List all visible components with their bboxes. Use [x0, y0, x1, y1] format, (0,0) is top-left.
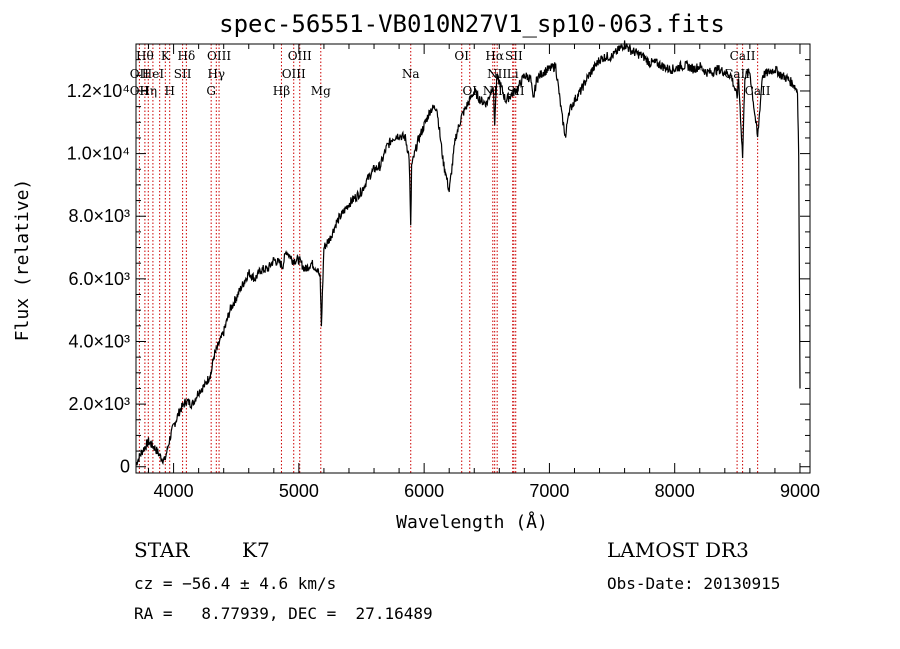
- x-tick-label-1: 5000: [279, 481, 319, 501]
- survey-name: LAMOST DR3: [607, 538, 749, 562]
- line-label-r3-4: Hβ: [273, 84, 290, 98]
- x-tick-label-2: 6000: [404, 481, 444, 501]
- line-label-r1-3: OIII: [207, 49, 231, 63]
- x-tick-label-3: 7000: [529, 481, 569, 501]
- line-label-r1-6: Hα: [485, 49, 504, 63]
- y-axis-ticks: 0 2.0×10³ 4.0×10³ 6.0×10³ 8.0×10³ 1.0×10⁴ 1.2×…: [67, 59, 810, 477]
- line-label-r2-1: HeI: [142, 67, 165, 81]
- line-label-r2-0: OII: [130, 67, 150, 81]
- line-label-r3-3: G: [206, 84, 216, 98]
- line-label-r3-1: Hη: [139, 84, 157, 98]
- x-axis-label: Wavelength (Å): [396, 511, 548, 533]
- chart-title: spec-56551-VB010N27V1_sp10-063.fits: [219, 10, 725, 38]
- x-tick-label-0: 4000: [154, 481, 194, 501]
- line-label-r2-3: Hγ: [207, 67, 225, 81]
- y-tick-label-5: 1.0×10⁴: [67, 144, 130, 164]
- line-label-r3-9: CaII: [745, 84, 771, 98]
- y-tick-label-1: 2.0×10³: [68, 394, 130, 414]
- line-label-r2-2: SII: [174, 67, 192, 81]
- y-tick-label-0: 0: [120, 457, 130, 477]
- line-label-r2-7: Li: [507, 67, 519, 81]
- observation-date: Obs-Date: 20130915: [607, 574, 781, 593]
- line-label-r1-1: K: [161, 49, 171, 63]
- y-axis-label: Flux (relative): [12, 179, 33, 342]
- x-tick-label-5: 9000: [780, 481, 820, 501]
- object-class: STAR: [134, 538, 190, 562]
- x-tick-label-4: 8000: [655, 481, 695, 501]
- y-tick-label-4: 8.0×10³: [68, 206, 130, 226]
- plot-frame: [135, 43, 811, 474]
- line-label-r2-4: OIII: [282, 67, 306, 81]
- line-label-r2-8: CaII: [724, 67, 750, 81]
- line-label-r1-2: Hδ: [178, 49, 196, 63]
- x-axis-ticks: 4000 5000 6000 7000 8000 9000: [148, 44, 820, 501]
- plot-border: [135, 43, 811, 474]
- line-label-r1-8: CaII: [730, 49, 756, 63]
- line-label-r3-2: H: [164, 84, 174, 98]
- line-label-r3-5: Mg: [311, 84, 331, 98]
- line-label-r1-4: OIII: [288, 49, 312, 63]
- radial-velocity: cz = −56.4 ± 4.6 km/s: [134, 574, 337, 593]
- emission-lines-group: [138, 44, 759, 473]
- line-label-r1-7: SII: [505, 49, 523, 63]
- y-tick-label-6: 1.2×10⁴: [67, 81, 130, 101]
- coordinates: RA = 8.77939, DEC = 27.16489: [134, 604, 433, 623]
- y-tick-label-2: 4.0×10³: [68, 331, 130, 351]
- line-label-r1-5: OI: [454, 49, 469, 63]
- line-label-r2-5: Na: [402, 67, 420, 81]
- y-tick-label-3: 6.0×10³: [68, 269, 130, 289]
- object-subclass: K7: [242, 538, 270, 562]
- line-label-r1-0: Hθ: [136, 49, 154, 63]
- spectrum-line: [135, 40, 801, 466]
